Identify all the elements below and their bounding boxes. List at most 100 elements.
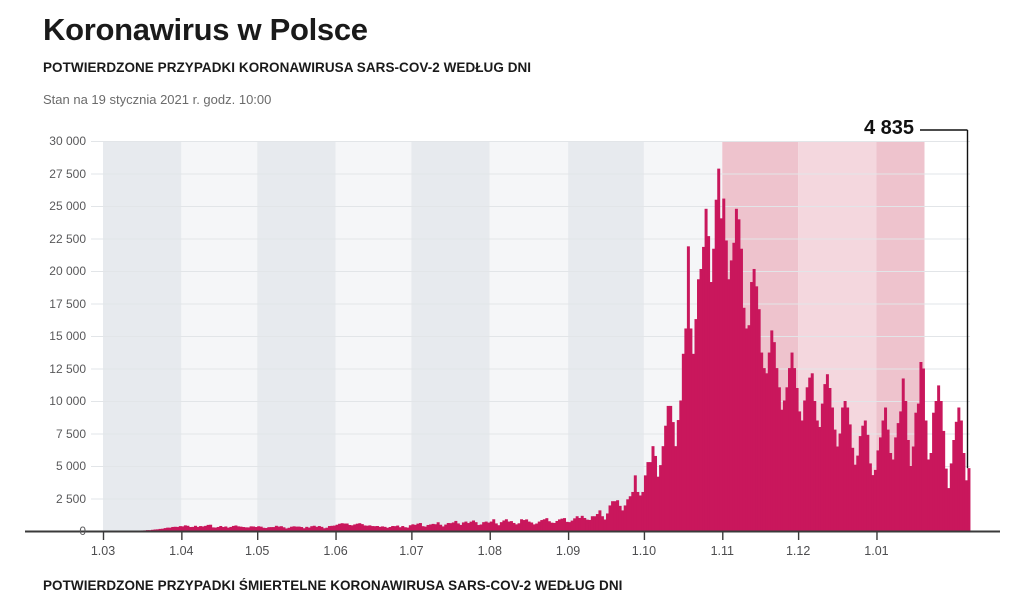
bar	[921, 368, 925, 531]
bar	[861, 425, 865, 531]
bar	[459, 524, 463, 531]
bar	[517, 523, 521, 531]
x-axis-tick-label: 1.09	[555, 544, 581, 558]
bar	[777, 387, 781, 531]
bar	[151, 529, 155, 531]
bar	[262, 527, 266, 531]
bar	[762, 368, 766, 531]
bar	[916, 403, 920, 531]
bar	[823, 384, 827, 531]
bar	[315, 526, 319, 531]
bar	[474, 522, 478, 531]
bar	[846, 407, 850, 531]
bar	[444, 524, 448, 531]
bar	[732, 242, 736, 531]
bar	[563, 518, 567, 531]
bar	[914, 412, 918, 531]
bar	[714, 199, 718, 531]
bar	[727, 279, 731, 531]
bar	[370, 526, 374, 531]
bar	[348, 524, 352, 531]
bar	[439, 524, 443, 531]
bar	[302, 528, 306, 531]
bar	[590, 516, 594, 531]
y-axis-tick-label: 25 000	[49, 199, 86, 213]
bar	[214, 527, 218, 531]
bar	[729, 260, 733, 531]
bar	[745, 328, 749, 531]
bar	[515, 524, 518, 531]
bar	[244, 527, 248, 531]
bar	[608, 505, 612, 531]
bar	[949, 463, 953, 531]
bar	[472, 520, 476, 531]
bar	[628, 496, 632, 531]
bar	[623, 505, 627, 531]
bar	[772, 342, 776, 531]
y-axis-tick-label: 7 500	[55, 426, 86, 441]
x-axis-tick-label: 1.08	[477, 544, 502, 558]
bar	[211, 527, 215, 531]
bar	[788, 368, 791, 531]
bar	[378, 526, 382, 531]
bar	[575, 516, 579, 531]
bar	[873, 469, 877, 531]
bar	[431, 523, 435, 531]
bar	[830, 407, 834, 531]
chart-subtitle: POTWIERDZONE PRZYPADKI KORONAWIRUSA SARS…	[43, 60, 532, 75]
bar	[836, 446, 840, 531]
bar	[570, 520, 574, 531]
y-axis-tick-label: 30 000	[49, 134, 86, 148]
bar	[879, 437, 882, 531]
bar	[697, 279, 700, 531]
bar	[593, 516, 597, 531]
bar	[236, 526, 240, 531]
cases-bar-chart: 0 2 500 5 000 7 500 10 000 12 500 15 000 17 500…	[0, 117, 1024, 560]
bar	[527, 521, 531, 531]
bar	[750, 282, 754, 531]
bar	[535, 523, 539, 531]
bar	[196, 526, 200, 531]
bar	[813, 401, 817, 531]
bar	[153, 529, 157, 531]
bar	[477, 525, 481, 531]
bar	[785, 387, 789, 531]
bar	[509, 521, 513, 531]
bar	[264, 528, 268, 531]
bar	[520, 519, 524, 531]
bar	[492, 519, 496, 531]
callout-value-label: 4 835	[863, 117, 914, 139]
bar	[424, 526, 427, 531]
y-axis-tick-label: 2 500	[55, 491, 86, 506]
bar	[307, 527, 311, 531]
bar	[358, 523, 362, 531]
bar	[454, 520, 458, 531]
bar	[408, 525, 412, 531]
bar	[709, 282, 713, 531]
bar	[694, 319, 698, 531]
bar	[798, 411, 802, 531]
bar	[512, 522, 516, 531]
bar	[229, 526, 233, 531]
bar	[679, 400, 683, 531]
bar	[957, 407, 961, 531]
bar	[851, 447, 855, 531]
bar	[889, 453, 893, 531]
bar	[279, 526, 283, 531]
bar	[954, 421, 958, 531]
bar	[386, 527, 390, 531]
bar	[373, 526, 377, 531]
bar	[588, 519, 592, 531]
bar	[932, 412, 936, 531]
bar	[929, 453, 933, 531]
bar	[525, 519, 529, 531]
bar	[795, 388, 799, 531]
bar	[595, 514, 599, 531]
callout-leader-line	[920, 129, 969, 469]
x-axis-tick-label: 1.07	[399, 544, 424, 558]
bar	[838, 433, 842, 531]
bar	[333, 525, 336, 531]
bar	[578, 517, 582, 531]
bar	[927, 459, 931, 531]
